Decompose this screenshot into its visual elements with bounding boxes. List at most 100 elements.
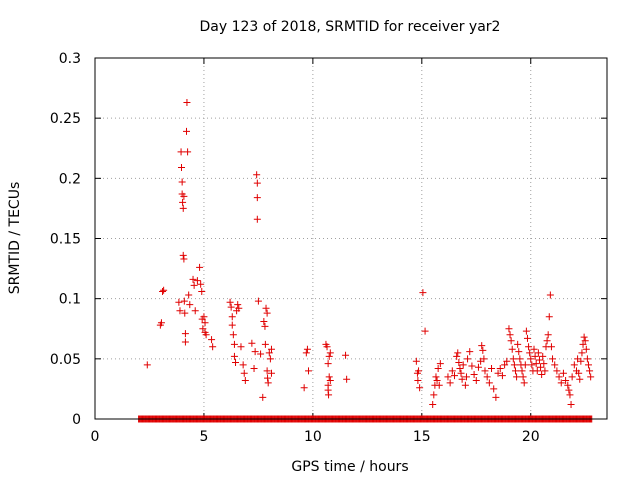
- y-tick-label: 0.2: [59, 171, 81, 187]
- data-point: [575, 369, 583, 377]
- data-point: [177, 148, 185, 156]
- data-point: [559, 369, 567, 377]
- data-point: [433, 376, 441, 384]
- data-point: [501, 361, 509, 369]
- data-point: [525, 343, 533, 351]
- data-point: [453, 352, 461, 360]
- data-point: [160, 286, 168, 294]
- data-point: [490, 385, 498, 393]
- data-point: [587, 373, 595, 381]
- data-point: [227, 303, 235, 311]
- data-point: [521, 361, 529, 369]
- data-point: [261, 340, 269, 348]
- data-point: [508, 345, 516, 353]
- data-point: [264, 374, 272, 382]
- data-point: [262, 304, 270, 312]
- data-point: [522, 327, 530, 335]
- data-point: [253, 194, 261, 202]
- y-tick-label: 0.15: [50, 232, 81, 248]
- data-point: [181, 330, 189, 338]
- data-point: [176, 307, 184, 315]
- data-point: [209, 343, 217, 351]
- data-point: [479, 346, 487, 354]
- data-point: [157, 319, 165, 327]
- data-point: [326, 349, 334, 357]
- data-point: [429, 401, 437, 409]
- data-point: [186, 301, 194, 309]
- data-point: [579, 340, 587, 348]
- data-point: [208, 336, 216, 344]
- data-point: [513, 373, 521, 381]
- data-point: [430, 391, 438, 399]
- data-point: [459, 361, 467, 369]
- data-point: [228, 321, 236, 329]
- data-point: [516, 355, 524, 363]
- data-point: [494, 369, 502, 377]
- data-point: [519, 373, 527, 381]
- data-point: [549, 355, 557, 363]
- data-point: [179, 251, 187, 259]
- data-point: [478, 342, 486, 350]
- x-tick-label: 15: [413, 429, 431, 445]
- data-point: [523, 334, 531, 342]
- data-point: [533, 367, 541, 375]
- data-point: [468, 362, 476, 370]
- data-point: [251, 348, 259, 356]
- data-point: [343, 375, 351, 383]
- data-point: [461, 381, 469, 389]
- data-point: [191, 307, 199, 315]
- data-point: [582, 345, 590, 353]
- x-tick-label: 5: [199, 429, 208, 445]
- data-point: [267, 345, 275, 353]
- x-axis-label: GPS time / hours: [291, 459, 408, 475]
- data-point: [544, 331, 552, 339]
- data-point: [557, 379, 565, 387]
- data-point: [567, 401, 575, 409]
- data-point: [481, 367, 489, 375]
- data-point: [436, 360, 444, 368]
- data-point: [564, 381, 572, 389]
- data-point: [577, 357, 585, 365]
- data-point: [179, 198, 187, 206]
- data-point: [197, 280, 205, 288]
- data-point: [578, 349, 586, 357]
- data-point: [456, 364, 464, 372]
- data-point: [570, 361, 578, 369]
- data-point: [543, 337, 551, 345]
- data-point: [505, 325, 513, 333]
- data-point: [260, 318, 268, 326]
- data-point: [201, 319, 209, 327]
- y-tick-label: 0.3: [59, 51, 81, 67]
- data-point: [498, 372, 506, 380]
- data-point: [483, 373, 491, 381]
- data-point: [444, 373, 452, 381]
- data-point: [326, 376, 334, 384]
- data-point: [248, 339, 256, 347]
- data-point: [184, 148, 192, 156]
- data-point: [464, 355, 472, 363]
- data-point: [175, 298, 183, 306]
- data-point: [180, 297, 188, 305]
- data-point: [506, 331, 514, 339]
- data-point: [454, 349, 462, 357]
- data-point: [472, 376, 480, 384]
- data-point: [466, 348, 474, 356]
- data-point: [264, 379, 272, 387]
- data-point: [181, 309, 189, 317]
- data-point: [435, 381, 443, 389]
- data-point: [534, 349, 542, 357]
- data-point: [568, 373, 576, 381]
- data-point: [531, 352, 539, 360]
- data-point: [455, 358, 463, 366]
- data-point: [515, 348, 523, 356]
- y-tick-label: 0.05: [50, 352, 81, 368]
- data-point: [434, 364, 442, 372]
- data-point: [532, 360, 540, 368]
- data-point: [267, 369, 275, 377]
- chart-title: Day 123 of 2018, SRMTID for receiver yar…: [200, 19, 501, 35]
- data-point: [416, 384, 424, 392]
- data-point: [185, 291, 193, 299]
- data-point: [237, 343, 245, 351]
- data-point: [432, 373, 440, 381]
